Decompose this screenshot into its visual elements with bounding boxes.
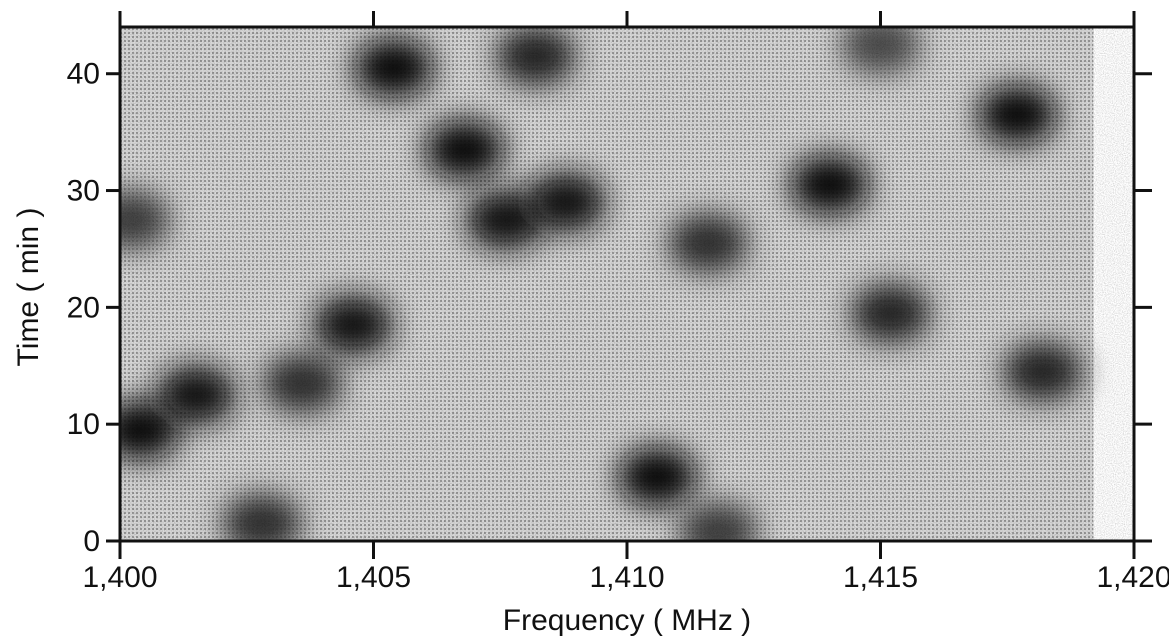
x-tick-label: 1,405 bbox=[336, 561, 411, 594]
x-tick-label: 1,415 bbox=[843, 561, 918, 594]
y-tick-label: 10 bbox=[67, 408, 100, 441]
y-tick-label: 30 bbox=[67, 175, 100, 208]
y-tick-label: 0 bbox=[83, 525, 100, 558]
y-axis-title: Time ( min ) bbox=[12, 208, 45, 367]
y-tick-label: 40 bbox=[67, 58, 100, 91]
x-axis: 1,400 1,405 1,410 1,415 1,420 bbox=[82, 11, 1169, 594]
x-axis-title: Frequency ( MHz ) bbox=[503, 604, 751, 637]
y-tick-label: 20 bbox=[67, 291, 100, 324]
heatmap-texture bbox=[120, 27, 1134, 541]
x-tick-label: 1,400 bbox=[82, 561, 157, 594]
x-tick-label: 1,420 bbox=[1096, 561, 1169, 594]
x-tick-label: 1,410 bbox=[589, 561, 664, 594]
y-axis: 0 10 20 30 40 bbox=[67, 58, 1152, 558]
